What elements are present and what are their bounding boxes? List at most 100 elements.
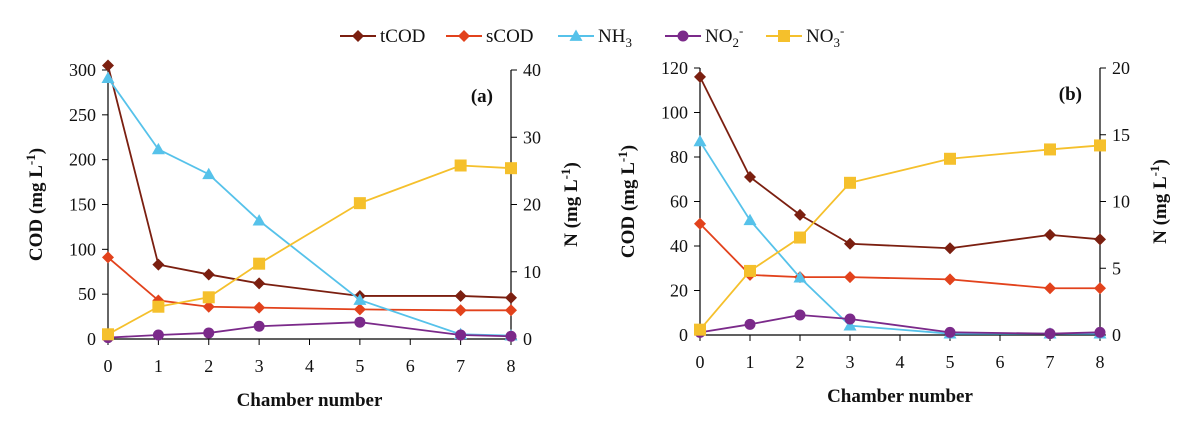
data-point-tcod (844, 237, 856, 250)
y2-tick-label: 10 (1112, 192, 1130, 212)
legend-item-scod: sCOD (446, 26, 534, 47)
data-point-scod (353, 303, 366, 316)
y-tick-label: 40 (670, 236, 688, 256)
data-point-no3 (694, 323, 706, 336)
y2-tick-label: 20 (523, 195, 541, 215)
data-point-no3 (505, 162, 517, 175)
y-tick-label: 80 (670, 147, 688, 167)
y-tick-label: 20 (670, 281, 688, 301)
x-tick-label: 2 (796, 352, 805, 372)
data-point-no3 (1094, 139, 1106, 152)
data-point-tcod (694, 70, 706, 83)
data-point-no2 (794, 309, 806, 321)
data-point-no2 (1044, 328, 1056, 340)
data-point-scod (253, 301, 266, 314)
y2-tick-label: 40 (523, 60, 541, 80)
series-line-scod (107, 256, 511, 312)
data-point-nh3 (202, 167, 216, 180)
data-point-no3 (1044, 143, 1056, 156)
data-point-scod (505, 304, 517, 317)
data-point-tcod (744, 171, 756, 184)
y-axis-title: COD (mg L-1) (615, 145, 639, 258)
x-tick-label: 5 (946, 352, 955, 372)
x-tick-label: 1 (746, 352, 755, 372)
y2-tick-label: 0 (1112, 325, 1121, 345)
series-no3 (694, 139, 1106, 336)
x-tick-label: 7 (1046, 352, 1055, 372)
x-tick-label: 4 (896, 352, 905, 372)
series-line-no3 (699, 144, 1101, 331)
chart-panel-b: 0 20 40 60 80 100 120 0 5 10 15 20 0 1 2 3 4 5 6 7 8 Chamber … (615, 58, 1171, 407)
x-tick-label: 8 (507, 356, 516, 376)
series-line-tcod (699, 76, 1101, 250)
data-point-no2 (844, 313, 856, 325)
data-point-scod (102, 251, 114, 264)
y-tick-label: 100 (661, 103, 688, 123)
series-scod (694, 217, 1106, 295)
data-point-scod (1044, 282, 1056, 295)
legend-marker-nh3 (569, 29, 583, 41)
legend-marker-scod (458, 30, 470, 42)
data-point-nh3 (743, 213, 757, 226)
data-point-no3 (202, 291, 215, 304)
series-line-nh3 (107, 77, 512, 337)
data-point-tcod (1094, 233, 1106, 246)
x-tick-label: 6 (996, 352, 1005, 372)
y2-axis-title: N (mg L-1) (558, 162, 582, 247)
data-point-tcod (102, 59, 114, 72)
legend-label-scod: sCOD (486, 26, 534, 47)
y-tick-label: 300 (69, 60, 96, 80)
y-axis-title: COD (mg L-1) (23, 148, 47, 261)
data-point-scod (1094, 282, 1106, 295)
series-nh3 (693, 134, 1107, 339)
panel-label: (b) (1059, 84, 1082, 105)
data-point-no2 (152, 329, 164, 341)
data-point-no2 (744, 318, 756, 330)
legend-label-tcod: tCOD (380, 26, 425, 47)
y-tick-label: 250 (69, 105, 96, 125)
legend-label-no3: NO3- (806, 23, 844, 50)
series-no3 (102, 159, 517, 341)
x-tick-label: 4 (305, 356, 314, 376)
data-point-nh3 (353, 293, 367, 305)
x-tick-label: 7 (456, 356, 465, 376)
x-tick-label: 8 (1096, 352, 1105, 372)
chart-panel-a: 0 50 100 150 200 250 300 0 10 20 30 40 0 1 2 3 4 5 6 7 8 Cham… (23, 59, 582, 411)
x-tick-label: 1 (154, 356, 163, 376)
x-tick-label: 3 (255, 356, 264, 376)
data-point-nh3 (252, 214, 266, 226)
data-point-nh3 (693, 134, 707, 147)
series-line-scod (699, 223, 1100, 290)
data-point-no3 (454, 159, 467, 172)
legend-marker-no2 (677, 30, 689, 42)
x-tick-label: 3 (846, 352, 855, 372)
legend-item-tcod: tCOD (340, 26, 425, 47)
legend-marker-no3 (778, 30, 790, 42)
data-point-no3 (744, 264, 756, 277)
data-point-nh3 (101, 71, 115, 83)
data-point-no2 (455, 329, 467, 341)
y-tick-label: 200 (69, 150, 96, 170)
y-tick-label: 0 (679, 325, 688, 345)
data-point-scod (694, 217, 706, 230)
legend: tCOD sCOD NH3 NO2- NO3- (340, 23, 844, 50)
data-point-no2 (354, 316, 366, 328)
series-line-tcod (107, 65, 512, 299)
data-point-scod (454, 304, 467, 317)
y2-tick-label: 20 (1112, 58, 1130, 78)
data-point-tcod (505, 291, 517, 304)
x-axis-title: Chamber number (827, 386, 973, 407)
data-point-no3 (844, 176, 856, 189)
data-point-no3 (152, 300, 165, 313)
data-point-scod (202, 300, 215, 313)
y2-tick-label: 0 (523, 329, 532, 349)
data-point-tcod (152, 258, 165, 271)
data-point-no3 (944, 152, 956, 165)
x-tick-label: 0 (104, 356, 113, 376)
data-point-no2 (944, 326, 956, 338)
y2-axis-title: N (mg L-1) (1147, 159, 1171, 244)
legend-item-no2: NO2- (665, 23, 743, 50)
data-point-no2 (505, 330, 517, 342)
series-no2 (102, 316, 517, 344)
